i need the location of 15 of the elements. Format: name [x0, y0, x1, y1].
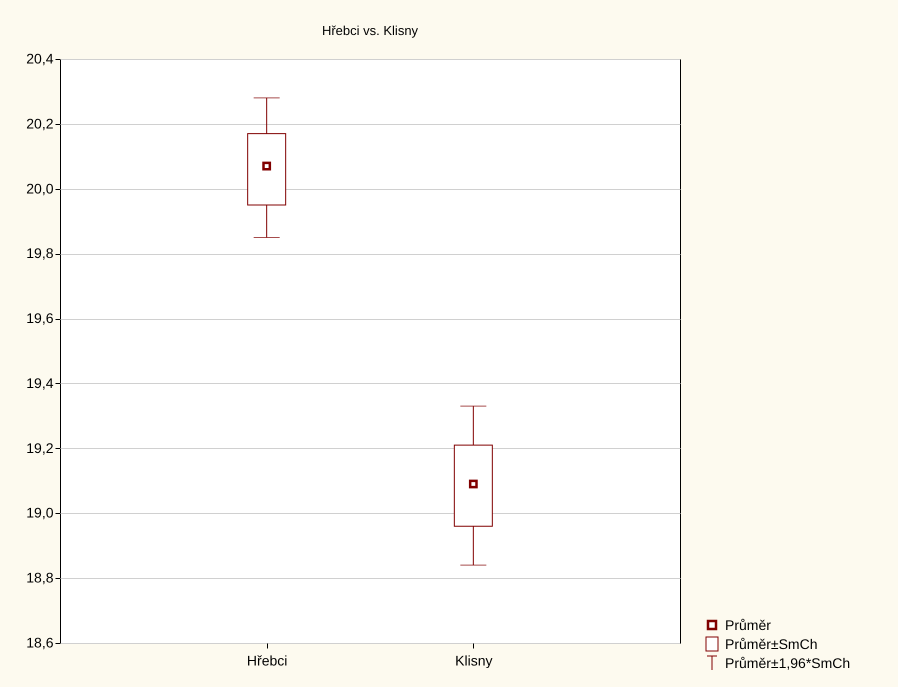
y-tick-label: 19,0: [26, 504, 54, 521]
text: Průměr±1,96*SmCh: [725, 654, 850, 670]
y-tick-label: 19,4: [26, 374, 54, 391]
text: Průměr±SmCh: [725, 636, 818, 652]
y-tick-label: 18,6: [26, 634, 54, 650]
y-tick-label: 20,4: [26, 50, 54, 66]
y-tick-label: 19,8: [26, 245, 54, 262]
y-tick-label: 19,2: [26, 440, 54, 456]
y-tick-label: 20,0: [26, 180, 54, 196]
y-tick-label: 18,8: [26, 570, 54, 586]
y-tick-label: 19,6: [26, 310, 54, 326]
chart-title: Hřebci vs. Klisny: [322, 23, 419, 38]
text: Průměr: [725, 616, 771, 632]
x-tick-label: Hřebci: [246, 652, 288, 668]
y-tick-label: 20,2: [26, 115, 54, 132]
